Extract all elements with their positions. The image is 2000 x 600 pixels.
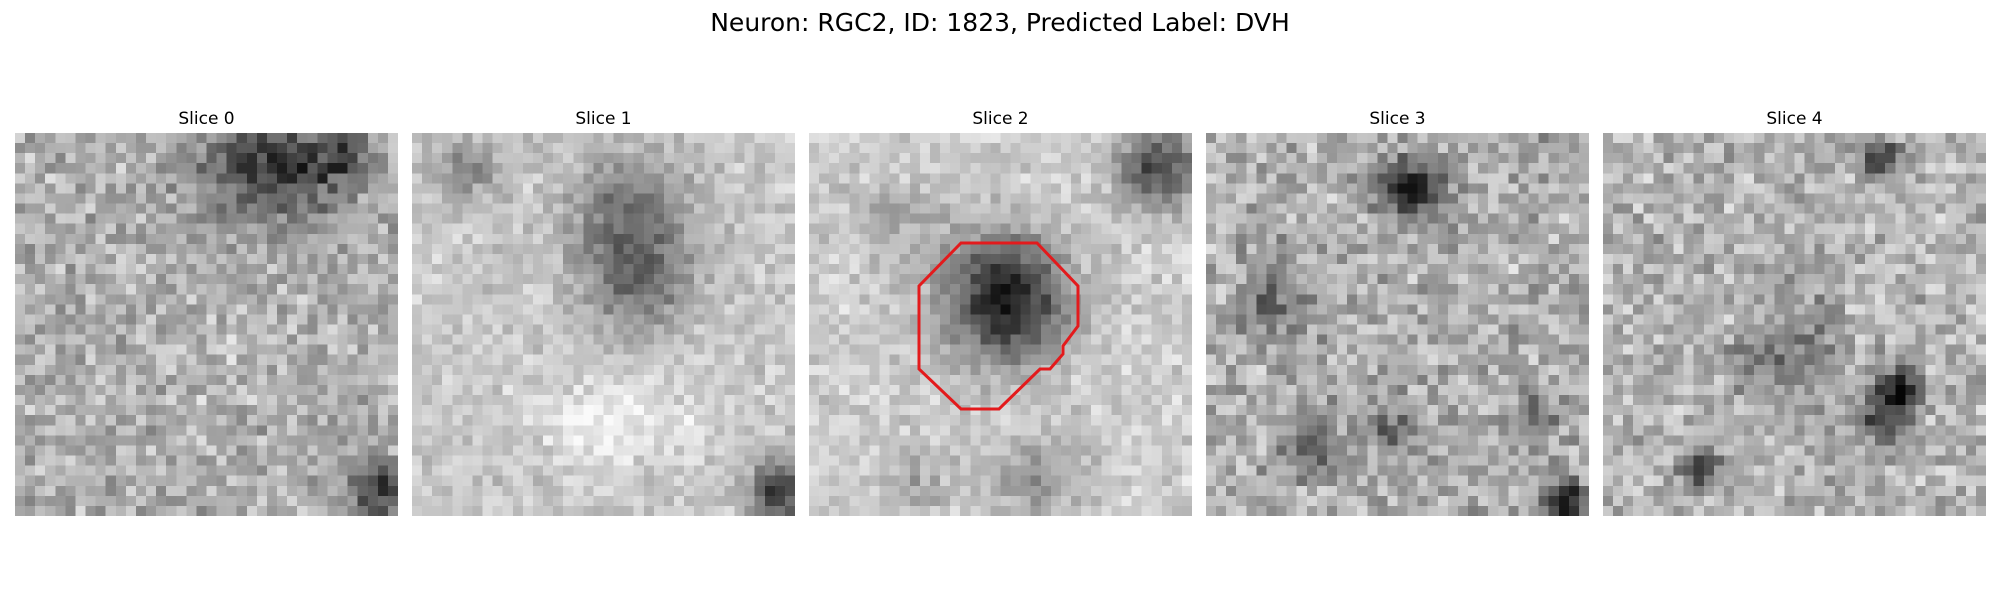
slice-image-2 <box>809 133 1192 516</box>
slice-image-0 <box>15 133 398 516</box>
slice-panel-4: Slice 4 <box>1603 108 1986 516</box>
slice-title: Slice 3 <box>1369 109 1426 129</box>
slice-panel-3: Slice 3 <box>1206 108 1589 516</box>
slice-image-1 <box>412 133 795 516</box>
slice-title: Slice 2 <box>972 109 1029 129</box>
slice-panel-2: Slice 2 <box>809 108 1192 516</box>
slice-title: Slice 1 <box>575 109 632 129</box>
slice-image-3 <box>1206 133 1589 516</box>
slice-image-4 <box>1603 133 1986 516</box>
figure-title: Neuron: RGC2, ID: 1823, Predicted Label:… <box>710 8 1290 37</box>
slice-title: Slice 0 <box>178 109 235 129</box>
slice-panel-0: Slice 0 <box>15 108 398 516</box>
slice-panel-1: Slice 1 <box>412 108 795 516</box>
slice-title: Slice 4 <box>1766 109 1823 129</box>
